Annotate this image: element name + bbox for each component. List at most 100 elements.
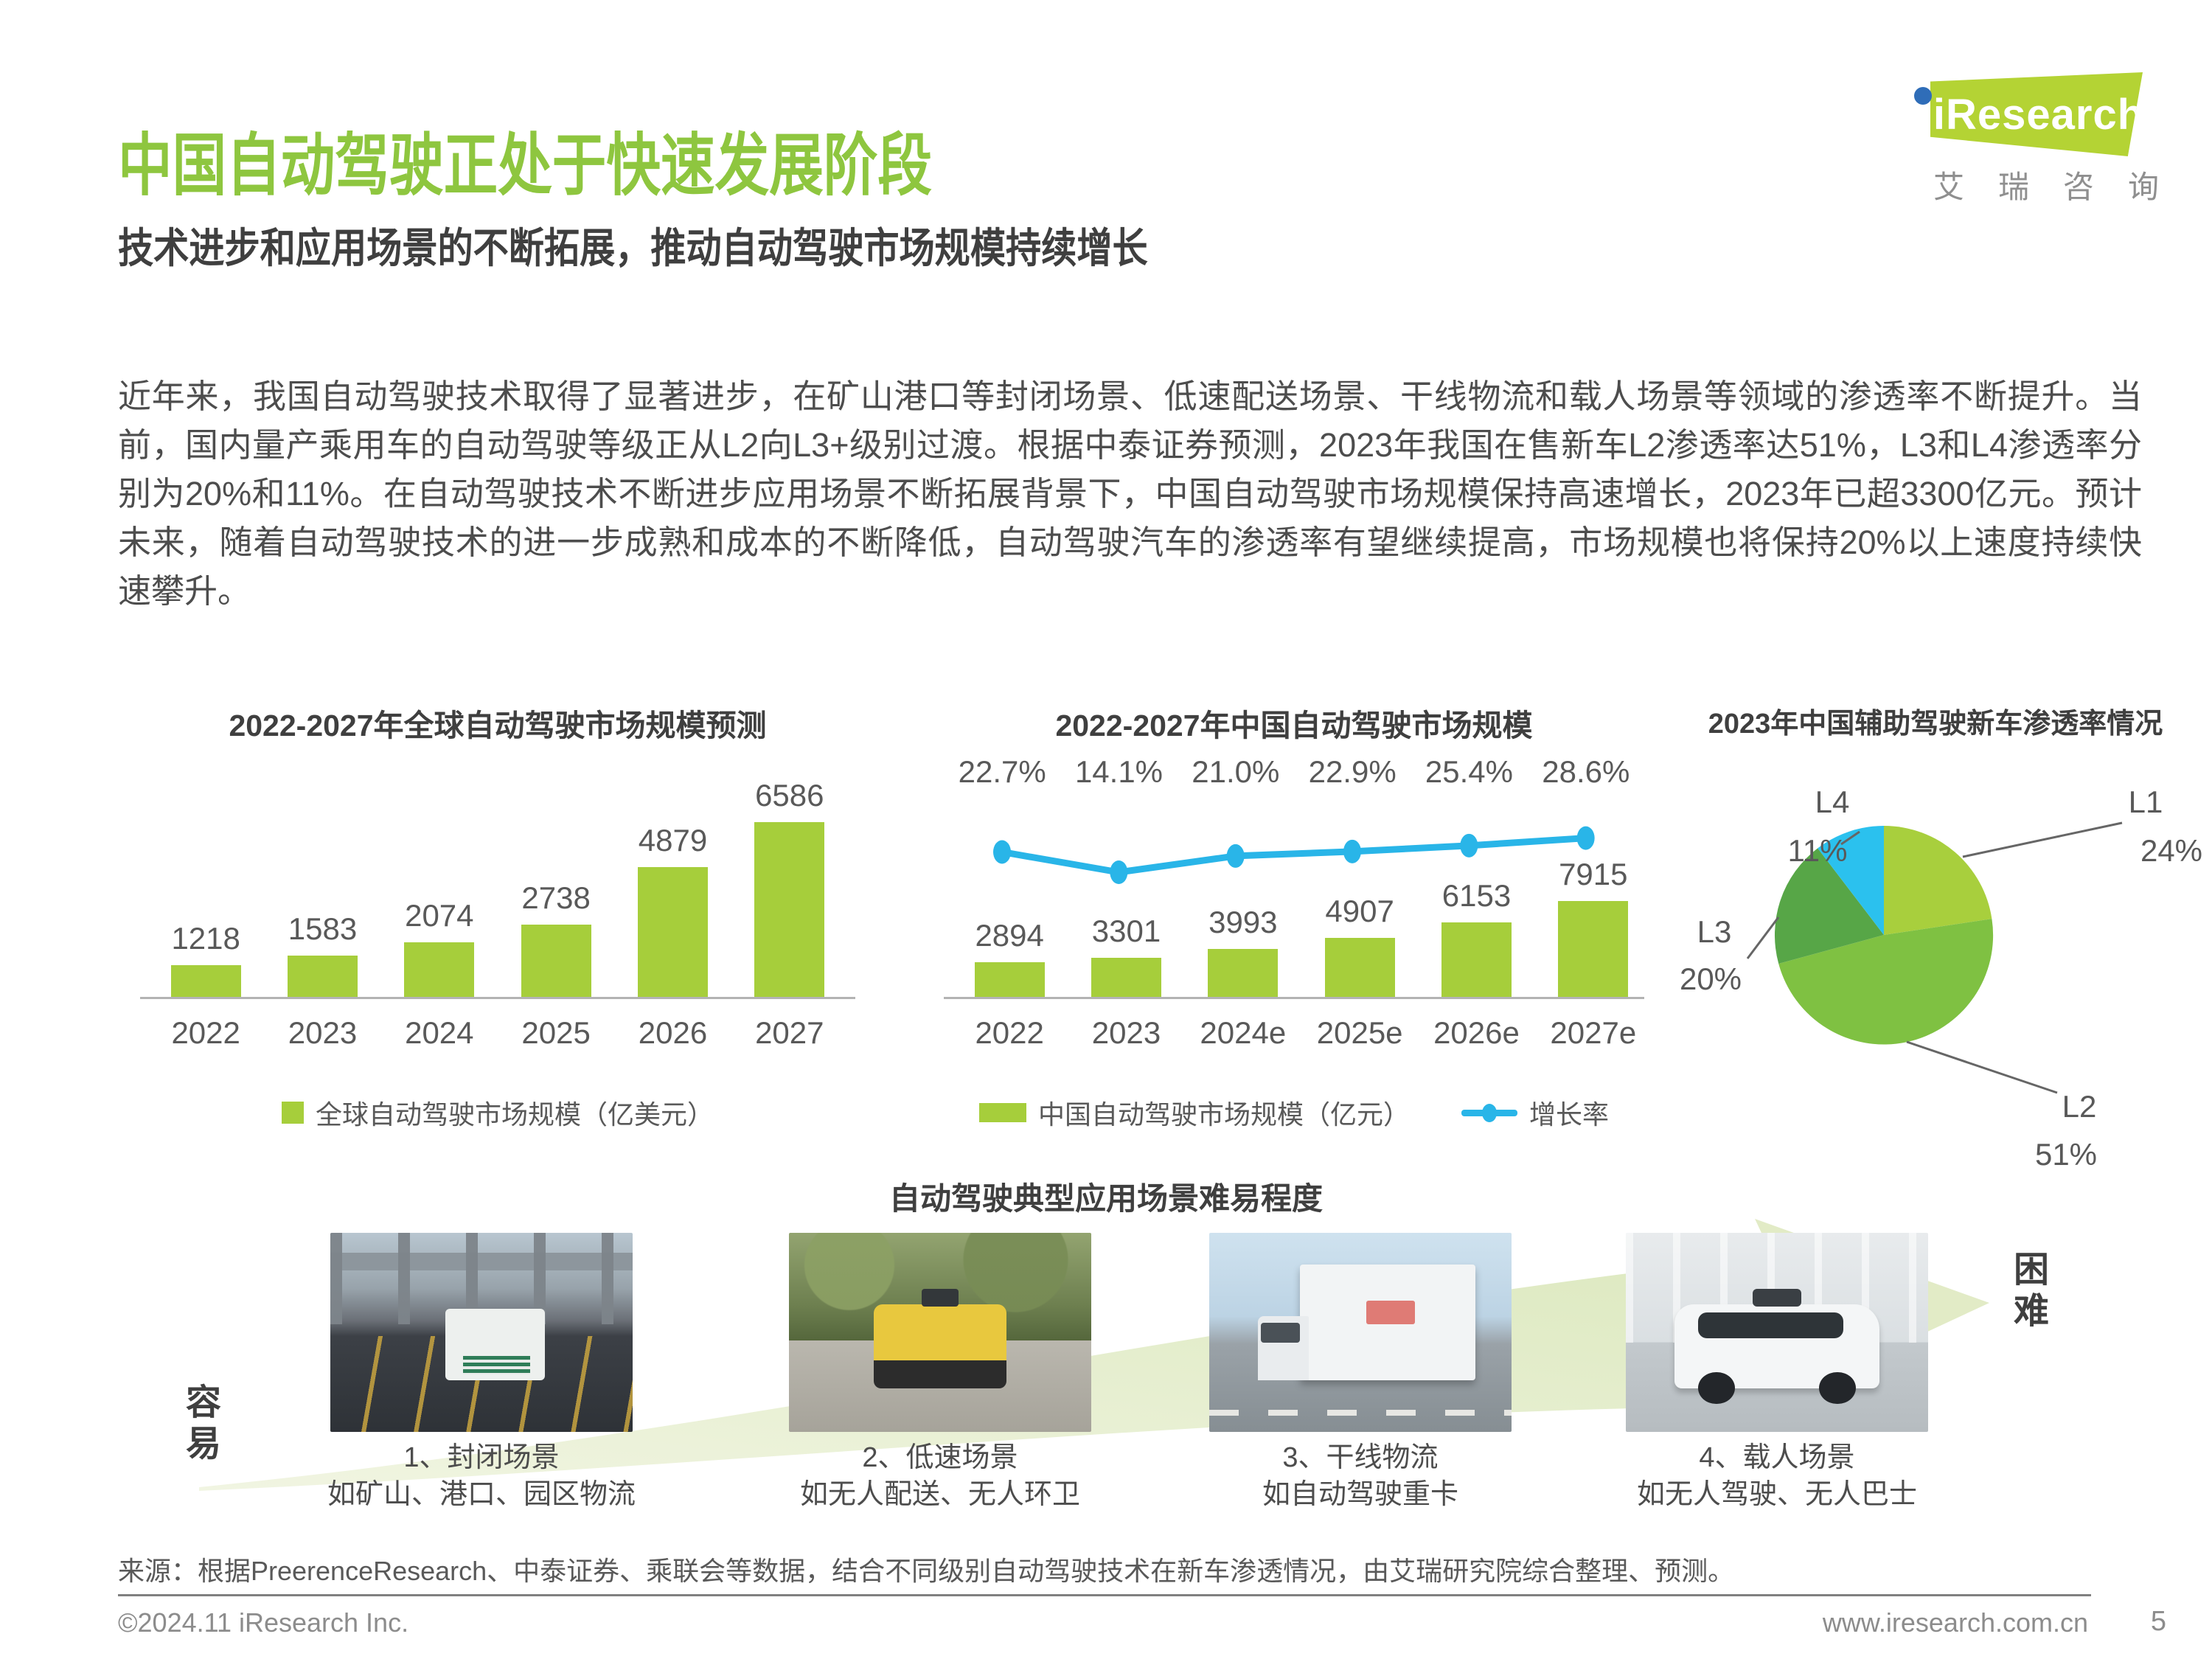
- pie-leader-line: [1840, 830, 1860, 846]
- car-wheel-left: [1698, 1372, 1735, 1405]
- bar: [974, 962, 1045, 998]
- bar-legend-swatch: [281, 1102, 304, 1124]
- iresearch-logo-chinese: 艾瑞咨询: [1933, 170, 2194, 204]
- page-title: 中国自动驾驶正处于快速发展阶段: [118, 128, 933, 204]
- delivery-robot-photo: [789, 1233, 1091, 1432]
- axis-category-label: 2026e: [1433, 1015, 1520, 1050]
- iresearch-logo-text: iResearch: [1933, 90, 2145, 139]
- bar-value-label: 2738: [521, 880, 591, 915]
- pie-slice-L1: [1884, 826, 1992, 935]
- pie-slice-value: 11%: [1788, 833, 1848, 868]
- bar-column: 4907: [1301, 894, 1418, 998]
- china-chart-cats: 2022 2023 2024e 2025e 2026e 2027e: [951, 1015, 1652, 1051]
- bar-column: 6153: [1418, 878, 1534, 998]
- scenario-name: 4、载人场景: [1699, 1442, 1855, 1473]
- growth-line-svg: [993, 826, 1595, 884]
- line-legend-swatch: [1461, 1103, 1517, 1122]
- growth-line-marker: [1110, 860, 1128, 884]
- china-chart-legend: 中国自动驾驶市场规模（亿元） 增长率: [922, 1093, 1666, 1132]
- hard-label: 困难: [2014, 1251, 2050, 1331]
- scenario-section-title: 自动驾驶典型应用场景难易程度: [888, 1181, 1323, 1216]
- bar: [170, 965, 241, 998]
- scenario-caption: 3、干线物流 如自动驾驶重卡: [1154, 1439, 1567, 1513]
- iresearch-logo: iResearch: [1930, 72, 2143, 156]
- growth-rate-label: 22.7%: [958, 754, 1046, 789]
- growth-line: [1001, 835, 1586, 876]
- bar: [1441, 922, 1512, 998]
- bar-column: 4879: [614, 823, 731, 998]
- growth-line-marker: [1576, 826, 1595, 850]
- penetration-pie-chart: 2023年中国辅助驾驶新车渗透率情况 L1 24% L2 51% L3 20% L4 11%: [1659, 697, 2212, 1172]
- x-axis-line: [944, 997, 1644, 999]
- footer-divider: [118, 1594, 2091, 1596]
- china-chart-bars: 2894 3301 3993 4907 6153 7915: [951, 843, 1652, 998]
- axis-category-label: 2024e: [1200, 1015, 1287, 1050]
- axis-category-label: 2025e: [1316, 1015, 1403, 1050]
- bar: [754, 822, 825, 998]
- bar-legend-swatch: [978, 1103, 1026, 1122]
- bar-value-label: 4907: [1325, 894, 1394, 928]
- global-chart-bars: 1218 1583 2074 2738 4879 6586: [147, 754, 848, 998]
- chart-title: 2023年中国辅助驾驶新车渗透率情况: [1708, 709, 2163, 740]
- bar-column: 1218: [147, 921, 264, 998]
- bar-value-label: 1583: [288, 911, 358, 946]
- growth-rate-label: 21.0%: [1192, 754, 1280, 789]
- bar: [521, 925, 591, 998]
- scenario-caption: 4、载人场景 如无人驾驶、无人巴士: [1571, 1439, 1983, 1513]
- bar: [1091, 958, 1161, 998]
- car-wheel-right: [1819, 1372, 1856, 1405]
- scenario-desc: 如无人驾驶、无人巴士: [1636, 1479, 1917, 1510]
- robot-lidar-shape: [922, 1288, 959, 1307]
- agv-truck-grille: [463, 1356, 530, 1374]
- bar-value-label: 1218: [171, 921, 240, 956]
- truck-windshield-shape: [1260, 1322, 1300, 1343]
- axis-category-label: 2023: [1091, 1015, 1161, 1050]
- pie-slice-L2: [1778, 919, 1994, 1045]
- growth-rate-labels: 22.7% 14.1% 21.0% 22.9% 25.4% 28.6%: [944, 754, 1644, 790]
- pie-slice-label: L3: [1697, 914, 1732, 949]
- copyright-text: ©2024.11 iResearch Inc.: [118, 1607, 409, 1638]
- bar-column: 3301: [1068, 914, 1184, 998]
- bar-value-label: 3301: [1091, 914, 1161, 948]
- page-number: 5: [2150, 1606, 2166, 1637]
- car-window-shape: [1698, 1312, 1844, 1339]
- legend-label: 增长率: [1529, 1099, 1610, 1130]
- scenario-caption: 2、低速场景 如无人配送、无人环卫: [734, 1439, 1147, 1513]
- pie-svg: L1 24% L2 51% L3 20% L4 11%: [1680, 785, 2202, 1172]
- bar-value-label: 4879: [638, 823, 708, 858]
- bar-value-label: 2074: [405, 898, 474, 933]
- scenario-desc: 如无人配送、无人环卫: [799, 1479, 1080, 1510]
- china-market-combo-chart: 2022-2027年中国自动驾驶市场规模 22.7% 14.1% 21.0% 22.9…: [922, 697, 1666, 1172]
- growth-rate-label: 22.9%: [1308, 754, 1397, 789]
- page-subtitle: 技术进步和应用场景的不断拓展，推动自动驾驶市场规模持续增长: [118, 225, 1148, 271]
- pie-slice-label: L1: [2129, 785, 2163, 819]
- growth-rate-label: 14.1%: [1074, 754, 1164, 789]
- pie-leader-line: [1962, 821, 2123, 858]
- road-line-shape: [1209, 1410, 1512, 1416]
- port-agv-photo: [330, 1233, 633, 1432]
- legend-item: 中国自动驾驶市场规模（亿元）: [978, 1093, 1410, 1132]
- bar-value-label: 6586: [755, 778, 824, 813]
- bar-column: 7915: [1535, 857, 1652, 998]
- bar: [1324, 938, 1395, 998]
- bar-column: 6586: [731, 778, 848, 998]
- pie-slice-label: L4: [1815, 785, 1850, 819]
- scenario-name: 1、封闭场景: [403, 1442, 560, 1473]
- pie-slice-value: 24%: [2140, 833, 2202, 868]
- bar-value-label: 2894: [975, 918, 1044, 953]
- scenario-caption: 1、封闭场景 如矿山、港口、园区物流: [275, 1439, 688, 1513]
- robotaxi-photo: [1626, 1233, 1928, 1432]
- easy-label: 容易: [186, 1383, 222, 1464]
- scenario-desc: 如矿山、港口、园区物流: [327, 1479, 636, 1510]
- bar-column: 3993: [1185, 905, 1301, 998]
- bar-value-label: 7915: [1559, 857, 1628, 891]
- website-url: www.iresearch.com.cn: [1822, 1607, 2088, 1638]
- global-market-bar-chart: 2022-2027年全球自动驾驶市场规模预测 1218 1583 2074 2738 4…: [118, 697, 877, 1172]
- legend-label: 中国自动驾驶市场规模（亿元）: [1037, 1099, 1410, 1130]
- scenario-name: 2、低速场景: [862, 1442, 1018, 1473]
- robot-base-shape: [873, 1360, 1007, 1388]
- axis-category-label: 2027: [755, 1015, 824, 1050]
- x-axis-line: [140, 997, 855, 999]
- bar-value-label: 6153: [1441, 878, 1512, 913]
